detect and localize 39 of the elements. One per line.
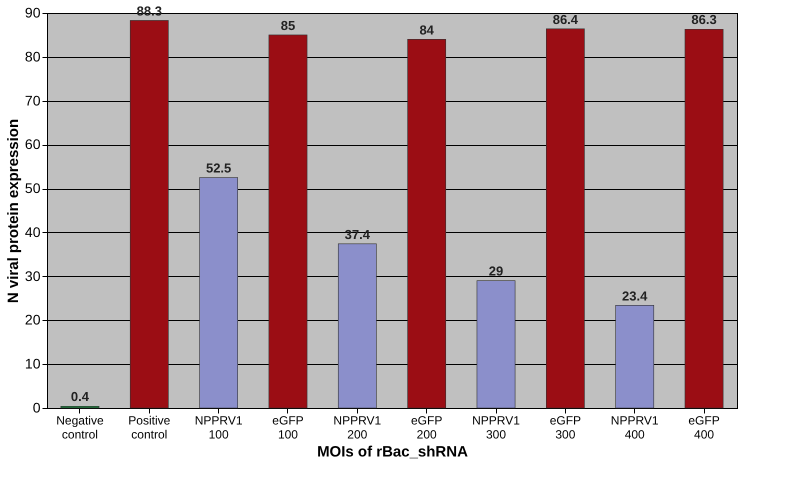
data-label: 86.3 (691, 12, 717, 28)
y-axis-title: N viral protein expression (4, 118, 22, 304)
y-tick-label: 30 (24, 268, 41, 284)
bar (199, 177, 238, 408)
data-label: 29 (488, 264, 504, 279)
x-tick-label: NPPRV1 300 (472, 414, 520, 442)
x-tick-label: NPPRV1 100 (194, 414, 243, 442)
x-tick-label: eGFP 400 (688, 414, 720, 442)
data-label: 84 (419, 22, 435, 38)
y-tick-label: 20 (24, 312, 41, 328)
y-tick-label: 60 (24, 136, 41, 152)
y-tick-label: 80 (24, 48, 41, 64)
data-label: 23.4 (622, 288, 648, 304)
data-label: 85 (280, 18, 296, 33)
x-tick-label: NPPRV1 400 (610, 414, 659, 442)
x-tick-label: eGFP 200 (411, 414, 442, 442)
y-tick-label: 70 (24, 92, 41, 108)
bar (268, 34, 308, 408)
y-tick-label: 40 (24, 224, 41, 240)
bar (130, 20, 169, 408)
bar (615, 305, 654, 408)
y-tick-label: 50 (24, 180, 41, 196)
x-tick-label: NPPRV1 200 (333, 414, 382, 442)
y-tick-label: 0 (32, 400, 41, 416)
bar (476, 280, 516, 408)
x-tick-label: Positive control (128, 414, 171, 442)
x-tick-label: eGFP 100 (272, 414, 304, 442)
bar (407, 39, 446, 408)
data-label: 86.4 (552, 12, 579, 27)
data-label: 0.4 (70, 389, 90, 404)
x-tick-label: Negative control (56, 414, 104, 442)
x-tick-label: eGFP 300 (550, 414, 582, 442)
bar (338, 244, 377, 408)
bar (546, 28, 585, 408)
data-label: 52.5 (206, 160, 232, 176)
y-tick-label: 10 (24, 356, 41, 372)
y-tick-label: 90 (24, 4, 41, 20)
bar (684, 28, 724, 408)
x-axis-title: MOIs of rBac_shRNA (317, 444, 468, 460)
